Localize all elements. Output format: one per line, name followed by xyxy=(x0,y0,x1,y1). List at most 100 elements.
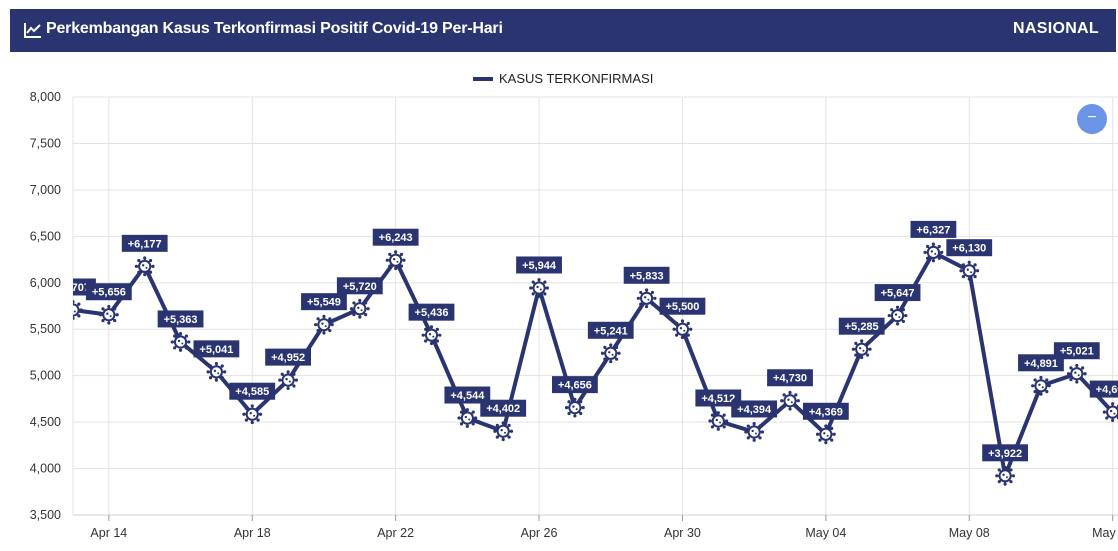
series-line: +5,707 +5,656 +6,177 +5,363 +5,041 +4,585 +4,9… xyxy=(73,220,1118,486)
virus-spike-tip xyxy=(244,418,248,422)
y-tick-label: 5,000 xyxy=(30,369,61,383)
data-label-text: +4,369 xyxy=(809,406,843,418)
minus-icon: − xyxy=(1087,109,1097,126)
virus-spike-tip xyxy=(424,339,428,343)
virus-spike-tip xyxy=(758,424,762,428)
virus-dot xyxy=(1041,386,1044,389)
virus-spike-tip xyxy=(545,286,549,290)
virus-body xyxy=(317,318,331,332)
virus-spike-tip xyxy=(543,280,547,284)
virus-dot xyxy=(428,332,432,336)
virus-body xyxy=(568,401,582,415)
virus-spike-tip xyxy=(650,302,655,306)
chart-legend[interactable]: KASUS TERKONFIRMASI xyxy=(473,71,653,86)
virus-spike-tip xyxy=(352,313,356,317)
virus-spike-tip xyxy=(895,305,900,309)
virus-spike-tip xyxy=(459,422,464,426)
virus-body xyxy=(783,394,797,408)
virus-body xyxy=(639,291,654,305)
virus-body xyxy=(1106,405,1118,419)
virus-spike-tip xyxy=(115,313,119,317)
data-label-box xyxy=(1053,342,1100,360)
virus-spike-tip xyxy=(358,315,362,319)
virus-spike-tip xyxy=(760,430,765,434)
virus-spike-tip xyxy=(77,314,81,318)
virus-body xyxy=(711,414,725,428)
virus-body xyxy=(389,253,403,267)
virus-spike-tip xyxy=(148,270,153,274)
y-tick-label: 6,000 xyxy=(30,276,61,290)
data-label-text: +4,402 xyxy=(486,403,520,415)
virus-spike-tip xyxy=(674,333,679,337)
data-label: +4,952 xyxy=(265,348,311,366)
virus-body xyxy=(890,308,905,323)
virus-spike-tip xyxy=(208,376,213,380)
data-label-box xyxy=(1018,354,1064,372)
data-label-box xyxy=(265,348,311,366)
virus-spike-tip xyxy=(1111,402,1115,406)
virus-spike-tip xyxy=(967,277,971,281)
data-label-box xyxy=(910,220,957,238)
virus-spike-tip xyxy=(940,250,944,255)
virus-spike-tip xyxy=(1009,468,1013,472)
virus-spike-tip xyxy=(113,307,117,311)
y-tick-label: 7,000 xyxy=(30,183,61,197)
data-label-box xyxy=(85,283,132,301)
virus-spike-tip xyxy=(495,423,499,427)
zoom-out-button[interactable]: − xyxy=(1077,104,1107,134)
virus-spike-tip xyxy=(1075,380,1079,384)
virus-icon xyxy=(744,422,765,442)
virus-dot xyxy=(683,329,686,332)
virus-icon xyxy=(421,325,442,346)
virus-body xyxy=(1034,379,1048,393)
virus-spike-tip xyxy=(975,269,980,273)
data-label: +4,369 xyxy=(802,402,849,420)
virus-spike-tip xyxy=(531,292,535,296)
virus-spike-tip xyxy=(818,426,822,431)
virus-spike-tip xyxy=(471,410,475,414)
virus-dot xyxy=(177,339,181,343)
virus-spike-tip xyxy=(388,252,392,256)
virus-spike-tip xyxy=(674,321,679,325)
virus-icon xyxy=(134,256,155,277)
data-label: +3,922 xyxy=(982,444,1028,462)
virus-dot xyxy=(719,421,722,424)
data-label: +6,243 xyxy=(372,228,419,246)
chart-header: Perkembangan Kasus Terkonfirmasi Positif… xyxy=(10,9,1116,52)
virus-spike-tip xyxy=(794,405,798,409)
data-label: +5,720 xyxy=(336,277,383,295)
virus-spike-tip xyxy=(794,393,798,397)
virus-spike-tip xyxy=(650,290,655,295)
virus-spike-tip xyxy=(708,419,712,423)
virus-body xyxy=(424,328,439,342)
data-label: +4,608 xyxy=(1089,380,1118,398)
virus-body xyxy=(747,425,761,439)
virus-spike-tip xyxy=(686,321,690,325)
virus-body xyxy=(102,308,116,322)
virus-spike-tip xyxy=(973,274,977,279)
virus-spike-tip xyxy=(314,323,318,327)
virus-spike-tip xyxy=(107,304,111,309)
legend-swatch xyxy=(473,76,493,81)
virus-spike-tip xyxy=(788,390,792,395)
data-label: +5,833 xyxy=(623,266,670,284)
virus-spike-tip xyxy=(250,404,254,408)
virus-dot xyxy=(106,312,109,315)
data-label-text: +5,656 xyxy=(92,287,126,299)
data-label: +4,394 xyxy=(731,400,778,418)
data-label-box xyxy=(587,321,634,339)
virus-body xyxy=(496,424,510,438)
virus-icon xyxy=(170,332,191,352)
data-label-text: +4,730 xyxy=(773,373,807,385)
virus-dot xyxy=(321,322,324,325)
virus-dot xyxy=(357,306,360,309)
virus-spike xyxy=(73,308,74,310)
virus-spike-tip xyxy=(495,435,499,439)
virus-spike-tip xyxy=(364,301,368,305)
virus-body xyxy=(998,469,1012,483)
virus-spike-tip xyxy=(603,357,607,361)
virus-icon xyxy=(1102,402,1118,422)
virus-spike-tip xyxy=(101,319,105,323)
virus-body xyxy=(245,407,259,421)
